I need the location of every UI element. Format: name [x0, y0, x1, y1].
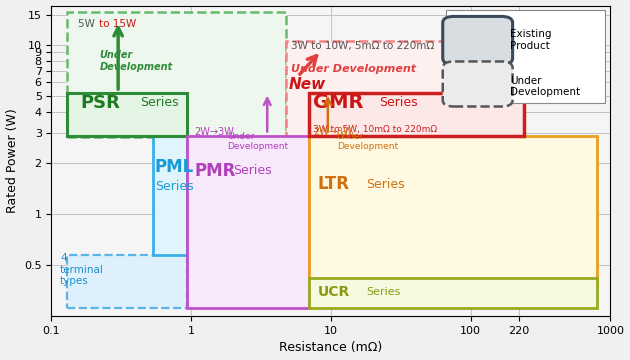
Text: Under Development: Under Development: [291, 64, 416, 74]
Bar: [309, 136, 597, 285]
Bar: [309, 278, 597, 308]
FancyBboxPatch shape: [443, 62, 513, 107]
Text: PSR: PSR: [80, 94, 120, 112]
Text: Series: Series: [233, 165, 272, 177]
Text: Series: Series: [367, 178, 405, 191]
Y-axis label: Rated Power (W): Rated Power (W): [6, 108, 18, 213]
Text: 5W: 5W: [78, 19, 98, 29]
Text: New: New: [289, 77, 326, 91]
Text: Series: Series: [155, 180, 193, 193]
Bar: [67, 12, 287, 137]
Text: LTR: LTR: [318, 175, 350, 193]
Text: GMR: GMR: [314, 93, 364, 112]
Bar: [67, 93, 187, 136]
Text: Under
Development: Under Development: [227, 132, 288, 151]
Text: Under
Development: Under Development: [337, 132, 398, 151]
Text: Series: Series: [367, 287, 401, 297]
Bar: [287, 41, 524, 137]
Text: UCR: UCR: [318, 285, 350, 300]
Text: PML: PML: [155, 158, 194, 176]
Text: 2W→3W: 2W→3W: [314, 127, 353, 137]
Text: 4
terminal
types: 4 terminal types: [60, 253, 104, 286]
Bar: [187, 136, 309, 308]
FancyBboxPatch shape: [445, 10, 605, 103]
Text: 3W to 10W, 5mΩ to 220mΩ: 3W to 10W, 5mΩ to 220mΩ: [291, 41, 435, 51]
Text: Under
Development: Under Development: [510, 76, 580, 97]
Bar: [309, 93, 524, 136]
Text: Series: Series: [140, 96, 179, 109]
Text: 3W to 5W, 10mΩ to 220mΩ: 3W to 5W, 10mΩ to 220mΩ: [314, 125, 438, 134]
Text: 2W→3W: 2W→3W: [194, 127, 234, 137]
Bar: [67, 256, 187, 308]
Text: Existing
Product: Existing Product: [510, 29, 551, 50]
FancyBboxPatch shape: [443, 17, 513, 64]
X-axis label: Resistance (mΩ): Resistance (mΩ): [279, 341, 382, 355]
Text: to 15W: to 15W: [100, 19, 137, 29]
Text: Under
Development: Under Development: [100, 50, 173, 72]
Text: Series: Series: [379, 96, 418, 109]
Bar: [152, 136, 187, 256]
Text: PMR: PMR: [194, 162, 236, 180]
